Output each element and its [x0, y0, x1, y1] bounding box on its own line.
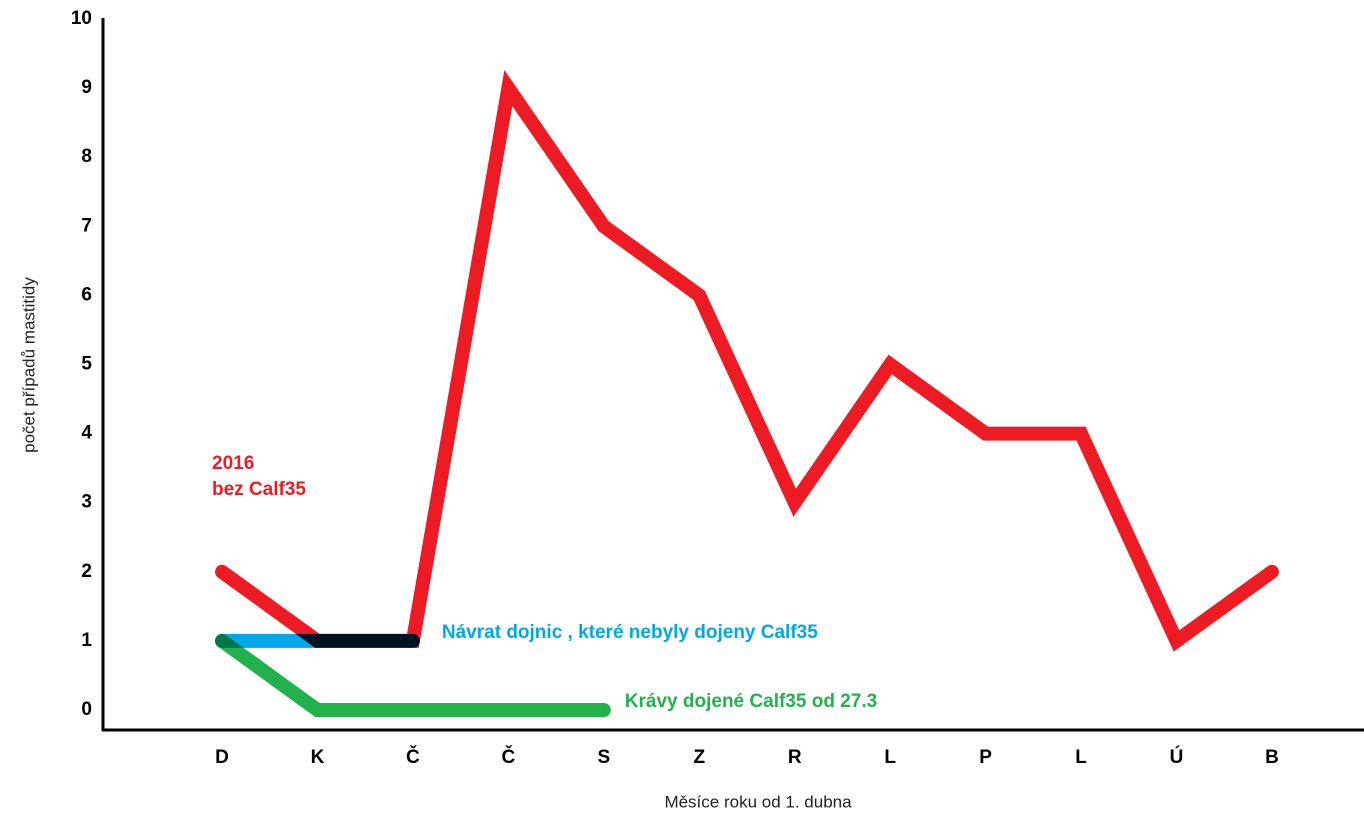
y-axis-title: počet případů mastitidy	[19, 277, 38, 453]
series-line	[215, 633, 611, 717]
series-note: bez Calf35	[212, 479, 306, 500]
y-tick-label: 0	[81, 699, 92, 720]
y-tick-label: 2	[81, 561, 92, 582]
y-tick-label: 4	[81, 423, 92, 444]
x-axis-title: Měsíce roku od 1. dubna	[664, 792, 852, 811]
series-line	[215, 70, 1279, 652]
x-tick-label: B	[1265, 747, 1279, 768]
y-tick-label: 5	[81, 354, 92, 375]
x-tick-label: L	[1075, 747, 1087, 768]
series-label: 2016	[212, 453, 254, 474]
x-tick-label: R	[788, 747, 802, 768]
y-tick-label: 8	[81, 146, 92, 167]
plot	[215, 70, 1279, 717]
y-tick-label: 3	[81, 492, 92, 513]
y-tick-label: 6	[81, 284, 92, 305]
x-tick-label: S	[597, 747, 610, 768]
x-tick-label: Ú	[1170, 746, 1184, 768]
x-tick-label: Z	[693, 747, 705, 768]
y-tick-label: 7	[81, 215, 92, 236]
x-tick-label: L	[884, 747, 896, 768]
y-tick-label: 1	[81, 630, 92, 651]
x-tick-label: P	[979, 747, 992, 768]
y-tick-label: 9	[81, 77, 92, 98]
y-tick-label: 10	[71, 8, 92, 29]
series-label: Krávy dojené Calf35 od 27.3	[625, 691, 877, 712]
x-tick-label: Č	[406, 746, 420, 768]
series-label: Návrat dojnic , které nebyly dojeny Calf…	[442, 622, 818, 643]
x-tick-label: D	[215, 747, 229, 768]
x-tick-label: K	[311, 747, 325, 768]
x-tick-label: Č	[501, 746, 515, 768]
